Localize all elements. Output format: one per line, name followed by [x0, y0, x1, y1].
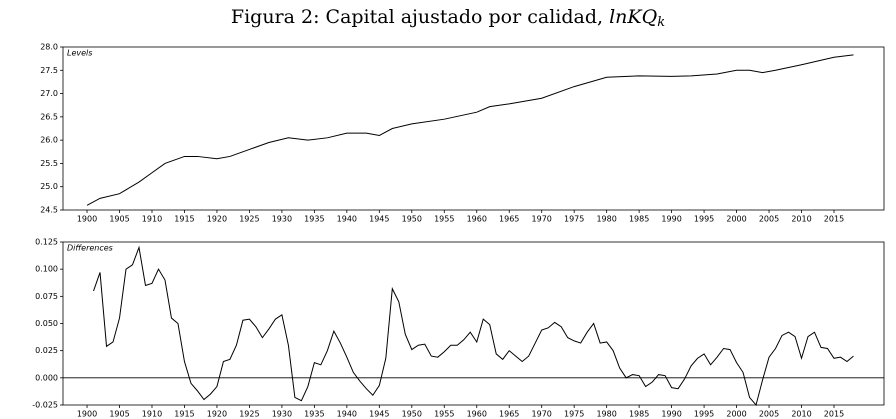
x-tick-label: 1955: [434, 410, 454, 419]
x-tick-label: 2015: [824, 410, 844, 419]
y-tick-label: 27.0: [40, 89, 58, 98]
x-tick-label: 1995: [694, 215, 714, 224]
x-tick-label: 1990: [661, 215, 681, 224]
y-tick-label: 0.075: [35, 292, 58, 301]
plot-frame: [62, 241, 885, 406]
x-tick-label: 1955: [434, 215, 454, 224]
x-tick-label: 1975: [564, 410, 584, 419]
x-tick-label: 1960: [467, 215, 487, 224]
x-tick-label: 1950: [402, 215, 422, 224]
x-tick-label: 1945: [369, 410, 389, 419]
title-math: lnKQ: [609, 6, 657, 28]
x-tick-label: 1935: [304, 215, 324, 224]
x-tick-label: 1920: [207, 215, 227, 224]
x-tick-label: 1970: [532, 215, 552, 224]
y-tick-label: 0.025: [35, 346, 58, 355]
panel-label: Differences: [67, 244, 113, 253]
x-tick-label: 1915: [174, 215, 194, 224]
y-tick-label: 28.0: [40, 43, 58, 52]
x-tick-label: 1965: [499, 410, 519, 419]
x-tick-label: 1910: [142, 410, 162, 419]
x-tick-label: 1950: [402, 410, 422, 419]
title-text: Figura 2: Capital ajustado por calidad,: [231, 6, 609, 28]
x-tick-label: 2000: [726, 410, 746, 419]
y-tick-label: 0.050: [35, 319, 58, 328]
x-tick-label: 1985: [629, 215, 649, 224]
x-tick-label: 1930: [272, 410, 292, 419]
x-tick-label: 2010: [791, 215, 811, 224]
y-tick-label: 27.5: [40, 66, 58, 75]
x-tick-label: 1945: [369, 215, 389, 224]
x-tick-label: 1905: [109, 215, 129, 224]
x-tick-label: 1925: [239, 410, 259, 419]
x-tick-label: 1925: [239, 215, 259, 224]
x-tick-label: 1940: [337, 215, 357, 224]
figure-title: Figura 2: Capital ajustado por calidad, …: [231, 6, 665, 30]
x-tick-label: 1990: [661, 410, 681, 419]
y-tick-label: 26.5: [40, 112, 58, 121]
panel-label: Levels: [67, 49, 92, 58]
x-tick-label: 1920: [207, 410, 227, 419]
x-tick-label: 1905: [109, 410, 129, 419]
y-tick-label: -0.025: [32, 401, 58, 410]
series-line: [86, 54, 854, 206]
x-tick-label: 1975: [564, 215, 584, 224]
x-tick-label: 1900: [77, 215, 97, 224]
y-tick-label: 0.100: [35, 265, 58, 274]
y-tick-label: 0.125: [35, 238, 58, 247]
x-tick-label: 2000: [726, 215, 746, 224]
x-tick-label: 1985: [629, 410, 649, 419]
x-tick-label: 2005: [759, 410, 779, 419]
y-tick-label: 25.5: [40, 159, 58, 168]
series-line: [93, 245, 854, 407]
x-tick-label: 1900: [77, 410, 97, 419]
x-tick-label: 1910: [142, 215, 162, 224]
plot-frame: [62, 46, 885, 211]
x-tick-label: 1980: [596, 215, 616, 224]
x-tick-label: 1980: [596, 410, 616, 419]
x-tick-label: 2015: [824, 215, 844, 224]
x-tick-label: 2005: [759, 215, 779, 224]
title-subscript: k: [657, 15, 665, 30]
x-tick-label: 1915: [174, 410, 194, 419]
y-tick-label: 26.0: [40, 136, 58, 145]
y-tick-label: 0.000: [35, 373, 58, 382]
y-tick-label: 25.0: [40, 182, 58, 191]
x-tick-label: 1930: [272, 215, 292, 224]
x-tick-label: 1935: [304, 410, 324, 419]
x-tick-label: 1940: [337, 410, 357, 419]
x-tick-label: 1960: [467, 410, 487, 419]
x-tick-label: 1965: [499, 215, 519, 224]
x-tick-label: 1995: [694, 410, 714, 419]
x-tick-label: 2010: [791, 410, 811, 419]
y-tick-label: 24.5: [40, 206, 58, 215]
x-tick-label: 1970: [532, 410, 552, 419]
